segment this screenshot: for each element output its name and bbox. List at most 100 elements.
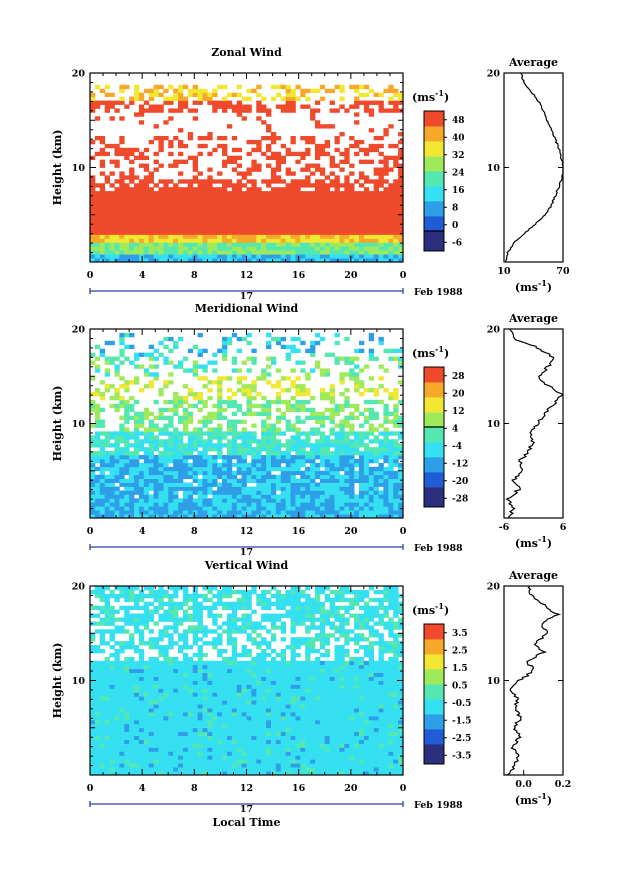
heatmap-cell [334,502,340,507]
heatmap-cell [266,455,272,460]
heatmap-cell [251,167,257,172]
heatmap-cell [358,498,365,503]
heatmap-cell [109,191,115,196]
heatmap-cell [344,502,350,507]
heatmap-cell [134,222,140,227]
heatmap-cell [373,246,379,251]
heatmap-cell [231,234,238,239]
heatmap-cell [143,242,150,247]
heatmap-cell [329,395,335,401]
heatmap-cell [168,451,174,456]
heatmap-cell [129,332,135,338]
heatmap-cell [266,415,272,420]
heatmap-cell [349,199,355,204]
heatmap-cell [241,116,247,121]
heatmap-cell [246,723,252,729]
heatmap-cell [300,458,306,464]
heatmap-cell [119,336,125,342]
heatmap-cell [129,727,135,733]
heatmap-cell [319,191,326,196]
heatmap-cell [251,719,257,725]
heatmap-cell [168,466,174,472]
heatmap-cell [358,731,365,737]
heatmap-cell [393,356,399,361]
heatmap-cell [187,136,194,141]
heatmap-cell [398,478,404,483]
heatmap-cell [275,380,282,385]
heatmap-cell [212,514,218,519]
heatmap-cell [363,455,370,460]
heatmap-cell [236,514,243,519]
heatmap-cell [192,771,198,776]
heatmap-cell [334,403,340,409]
heatmap-cell [251,356,257,361]
heatmap-cell [226,250,233,255]
heatmap-cell [251,466,257,472]
heatmap-cell [94,763,101,768]
heatmap-cell [358,242,365,247]
heatmap-cell [256,199,262,204]
heatmap-cell [212,494,218,499]
heatmap-cell [290,202,296,208]
heatmap-cell [388,486,394,491]
heatmap-cell [261,218,267,224]
heatmap-cell [339,407,345,413]
heatmap-cell [383,435,389,440]
heatmap-cell [275,739,282,744]
colorbar-unit-exp: -1 [435,344,444,354]
heatmap-cell [349,443,355,448]
heatmap-cell [241,376,247,381]
heatmap-cell [173,234,179,239]
heatmap-cell [329,179,335,184]
heatmap-cell [94,234,101,239]
heatmap-cell [134,755,140,760]
heatmap-cell [197,191,203,196]
heatmap-cell [261,136,267,141]
heatmap-cell [329,739,335,744]
heatmap-cell [358,431,365,436]
heatmap-cell [90,104,96,109]
heatmap-cell [90,234,96,239]
heatmap-cell [339,96,345,101]
heatmap-cell [241,755,247,760]
heatmap-cell [182,755,189,760]
heatmap-cell [285,234,291,239]
heatmap-cell [256,458,262,464]
heatmap-cell [363,407,370,413]
heatmap-cell [94,388,101,393]
heatmap-cell [207,183,213,188]
heatmap-cell [388,447,394,452]
heatmap-cell [153,167,159,172]
heatmap-cell [373,415,379,420]
heatmap-cell [173,202,179,208]
heatmap-cell [290,242,296,247]
heatmap-cell [90,191,96,196]
heatmap-cell [143,187,150,192]
heatmap-cell [393,486,399,491]
heatmap-cell [393,470,399,476]
colorbar-unit-base: (ms [412,91,435,104]
heatmap-cell [290,771,296,776]
heatmap-cell [251,246,257,251]
heatmap-cell [207,96,213,101]
heatmap-cell [241,771,247,776]
heatmap-cell [319,167,326,172]
heatmap-cell [261,502,267,507]
heatmap-cell [124,451,130,456]
heatmap-cell [280,96,287,101]
heatmap-cell [222,514,228,519]
heatmap-cell [168,84,174,90]
heatmap-cell [99,419,106,424]
heatmap-cell [217,727,223,733]
heatmap-cell [236,723,243,729]
heatmap-cell [300,455,306,460]
heatmap-cell [266,218,272,224]
heatmap-cell [173,474,179,480]
average-x-label-exp: -1 [538,278,547,288]
colorbar-band [424,397,444,403]
heatmap-cell [202,719,208,725]
heatmap-cell [178,139,184,145]
heatmap-cell [207,478,213,483]
heatmap-cell [241,486,247,491]
heatmap-cell [344,356,350,361]
